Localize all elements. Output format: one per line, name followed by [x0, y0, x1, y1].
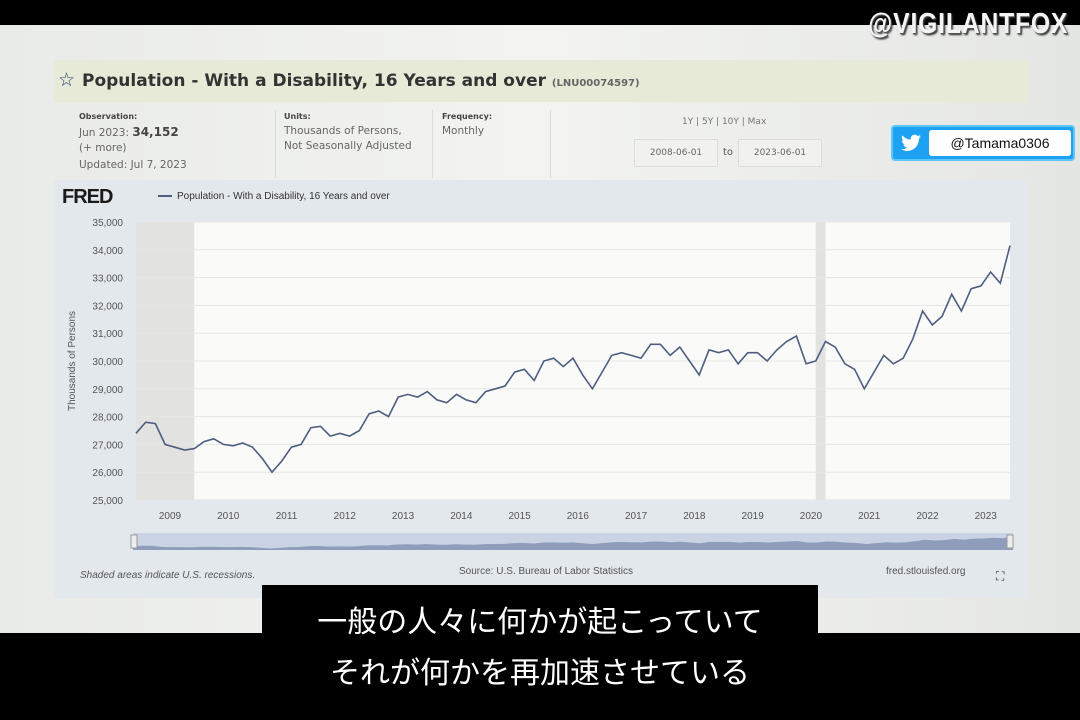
- y-tick-label: 27,000: [92, 440, 123, 451]
- watermark: @VIGILANTFOX: [868, 8, 1068, 40]
- y-tick-label: 35,000: [92, 218, 123, 229]
- series-title: Population - With a Disability, 16 Years…: [82, 71, 546, 91]
- legend-label: Population - With a Disability, 16 Years…: [177, 191, 390, 202]
- navigator-area: [133, 536, 1013, 550]
- divider: [275, 110, 276, 178]
- y-tick-label: 26,000: [92, 468, 123, 479]
- frequency-label: Frequency:: [442, 112, 493, 121]
- y-tick-label: 25,000: [92, 496, 123, 507]
- site-link[interactable]: fred.stlouisfed.org: [886, 566, 966, 577]
- x-tick-label: 2012: [334, 511, 357, 522]
- x-tick-label: 2009: [159, 511, 182, 522]
- x-tick-label: 2018: [683, 511, 706, 522]
- twitter-badge: @Tamama0306: [891, 125, 1075, 161]
- observation-label: Observation:: [79, 112, 138, 121]
- y-tick-label: 28,000: [92, 413, 123, 424]
- page-title: Population - With a Disability, 16 Years…: [82, 71, 640, 91]
- y-tick-label: 29,000: [92, 385, 123, 396]
- observation-date: Jun 2023:: [79, 127, 130, 139]
- subtitle-line-1: 一般の人々に何かが起こっていて: [317, 605, 763, 640]
- recession-note: Shaded areas indicate U.S. recessions.: [80, 570, 256, 581]
- more-link[interactable]: (+ more): [79, 142, 127, 154]
- fullscreen-icon[interactable]: ⛶: [996, 569, 1005, 583]
- x-tick-label: 2011: [276, 511, 298, 522]
- source-text: Source: U.S. Bureau of Labor Statistics: [459, 566, 633, 577]
- y-tick-label: 34,000: [92, 246, 123, 257]
- x-tick-label: 2014: [450, 511, 473, 522]
- units-line1: Thousands of Persons,: [284, 125, 402, 137]
- divider: [550, 110, 551, 178]
- range-presets[interactable]: 1Y | 5Y | 10Y | Max: [682, 117, 767, 127]
- divider: [432, 110, 433, 178]
- twitter-handle: @Tamama0306: [929, 130, 1071, 156]
- x-tick-label: 2015: [508, 511, 531, 522]
- x-tick-label: 2019: [742, 511, 765, 522]
- start-date-input[interactable]: 2008-06-01: [634, 139, 718, 167]
- y-tick-label: 33,000: [92, 274, 123, 285]
- x-tick-label: 2023: [975, 511, 998, 522]
- twitter-bird-icon: [901, 134, 921, 151]
- navigator-left-handle[interactable]: [130, 534, 138, 549]
- end-date-input[interactable]: 2023-06-01: [738, 139, 822, 167]
- observation-number: 34,152: [132, 125, 179, 139]
- x-tick-label: 2022: [916, 511, 939, 522]
- y-tick-label: 32,000: [92, 301, 123, 312]
- legend-line-swatch: [158, 195, 172, 198]
- x-tick-label: 2021: [858, 511, 881, 522]
- fred-logo: FRED: [62, 186, 113, 208]
- updated-date: Updated: Jul 7, 2023: [79, 159, 187, 171]
- frequency-value: Monthly: [442, 125, 485, 137]
- units-line2: Not Seasonally Adjusted: [284, 140, 412, 152]
- chart-legend: Population - With a Disability, 16 Years…: [158, 191, 390, 202]
- star-icon[interactable]: ☆: [58, 69, 76, 91]
- series-line: [135, 245, 1011, 474]
- title-bar: [54, 60, 1028, 102]
- y-tick-label: 31,000: [92, 329, 123, 340]
- x-tick-label: 2010: [217, 511, 240, 522]
- y-tick-label: 30,000: [92, 357, 123, 368]
- x-tick-label: 2020: [800, 511, 823, 522]
- subtitle-line-2: それが何かを再加速させている: [330, 656, 750, 691]
- x-tick-label: 2013: [392, 511, 415, 522]
- series-id: (LNU00074597): [551, 78, 640, 89]
- observation-value: Jun 2023: 34,152: [79, 125, 179, 141]
- subtitle-box: [262, 585, 818, 635]
- units-label: Units:: [284, 112, 311, 121]
- y-axis-label: Thousands of Persons: [67, 311, 78, 411]
- x-tick-label: 2017: [625, 511, 648, 522]
- x-tick-label: 2016: [567, 511, 590, 522]
- navigator-right-handle[interactable]: [1006, 534, 1014, 549]
- to-label: to: [723, 147, 734, 158]
